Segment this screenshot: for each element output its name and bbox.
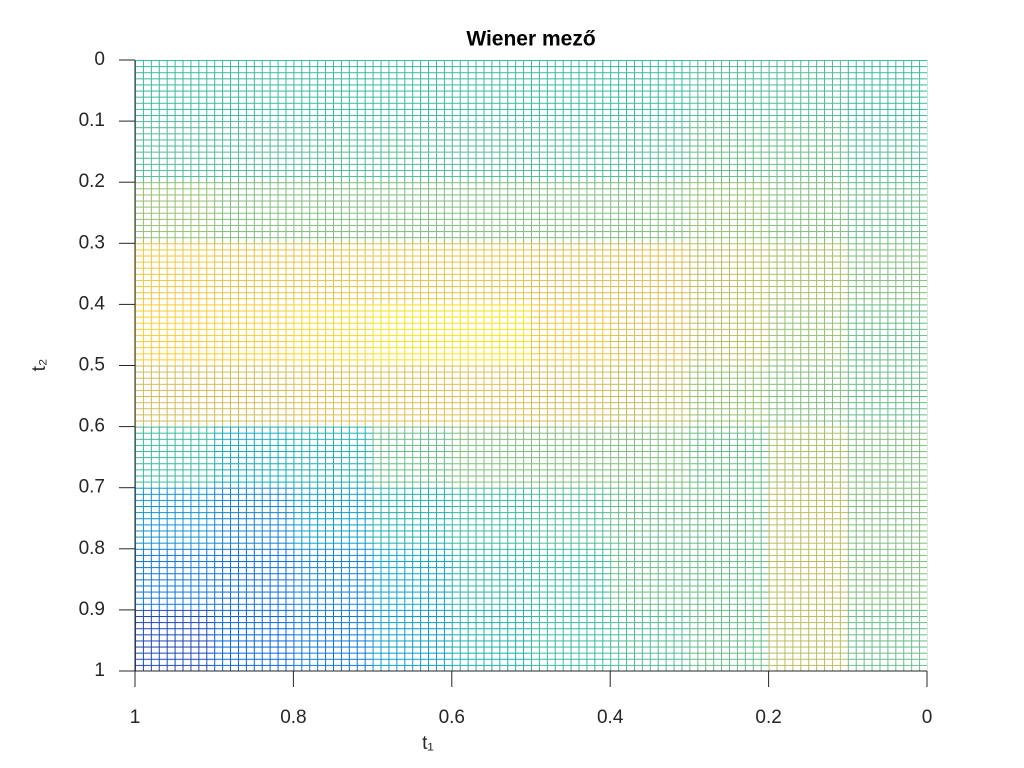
- y-tick-label: 1: [94, 660, 105, 681]
- x-tick-label: 0.6: [439, 707, 465, 728]
- x-tick-label: 0: [922, 707, 933, 728]
- y-axis-label: t₂: [29, 359, 50, 372]
- x-tick-label: 0.4: [597, 707, 624, 728]
- x-tick-label: 0.8: [280, 707, 306, 728]
- x-tick-label: 1: [130, 707, 141, 728]
- y-tick-label: 0.2: [79, 171, 105, 192]
- x-axis-label: t₁: [422, 733, 434, 754]
- y-tick-label: 0.9: [79, 599, 105, 620]
- y-tick-label: 0.7: [79, 477, 105, 498]
- y-tick-label: 0.4: [79, 293, 106, 314]
- chart-title: Wiener mező: [466, 28, 595, 51]
- y-tick-label: 0.8: [79, 538, 105, 559]
- mesh-overlay: [135, 60, 927, 671]
- x-tick-label: 0.2: [755, 707, 781, 728]
- y-tick-label: 0: [94, 49, 105, 70]
- y-tick-label: 0.1: [79, 110, 105, 131]
- y-tick-label: 0.3: [79, 232, 105, 253]
- y-tick-label: 0.5: [79, 355, 105, 376]
- y-tick-label: 0.6: [79, 416, 105, 437]
